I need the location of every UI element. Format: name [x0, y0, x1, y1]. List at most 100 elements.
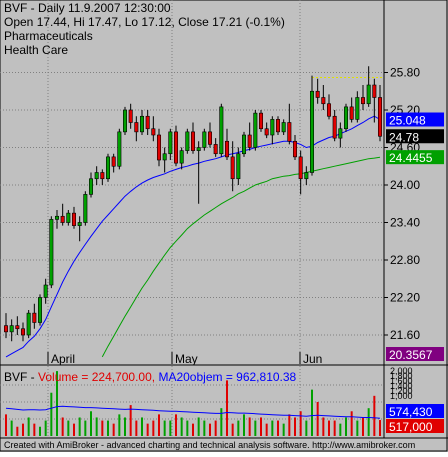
candle-body [287, 122, 292, 142]
candle-body [179, 150, 184, 164]
candle-body [355, 97, 360, 120]
volume-badge-bg [386, 404, 444, 418]
candle-body [157, 134, 162, 161]
price-tick-label: 25.80 [390, 66, 420, 80]
candle [174, 125, 179, 167]
month-label: Jun [303, 352, 322, 366]
candle [213, 138, 218, 157]
candle [270, 116, 275, 145]
price-badge-bg [386, 150, 444, 165]
candle-body [242, 134, 247, 155]
candle-body [191, 131, 196, 151]
volume-badge: 574,430 [386, 404, 444, 419]
candle-body [83, 194, 88, 223]
candle [26, 310, 31, 339]
candle [236, 147, 241, 185]
candle-body [145, 115, 150, 130]
candle-body [258, 112, 263, 130]
candle-body [213, 144, 218, 155]
header-sector: Pharmaceuticals [4, 29, 93, 43]
volume-tick-label: 1,000 [390, 391, 413, 401]
candle-body [106, 156, 111, 180]
candle [83, 191, 88, 226]
candle-body [9, 325, 14, 333]
candle-body [225, 140, 230, 158]
candle-body [128, 109, 133, 123]
candle [247, 122, 252, 151]
candle-body [343, 106, 348, 130]
price-tick-label: 23.40 [390, 216, 420, 230]
candle-body [349, 106, 354, 120]
volume-tick-label: 1,200 [390, 386, 413, 396]
candle [168, 128, 173, 160]
candle-body [315, 90, 320, 98]
price-tick-label: 22.80 [390, 253, 420, 267]
candle [140, 110, 145, 135]
candle-body [162, 153, 167, 161]
candle-body [4, 325, 9, 333]
candle-body [208, 131, 213, 145]
ma-short-line [5, 115, 381, 358]
candle [343, 103, 348, 132]
candle-body [253, 112, 258, 148]
candle-body [304, 172, 309, 180]
volume-ma-layer [5, 405, 381, 419]
candle-body [77, 222, 82, 226]
candle [349, 97, 354, 123]
volume-badge-label: 517,000 [389, 420, 433, 434]
candle-body [219, 106, 224, 155]
candle [49, 216, 54, 289]
candle [377, 85, 382, 142]
candle [258, 110, 263, 132]
candle [66, 210, 71, 226]
candle [54, 210, 59, 229]
header-industry: Health Care [4, 43, 68, 57]
candle [162, 147, 167, 173]
candle [89, 172, 94, 198]
candle-body [100, 172, 105, 180]
candle [332, 110, 337, 142]
candle-body [60, 215, 65, 223]
candle [287, 103, 292, 145]
candle [326, 94, 331, 120]
candle-body [326, 103, 331, 117]
candle [191, 122, 196, 154]
candle-body [202, 131, 207, 148]
header-ohlc: Open 17.44, Hi 17.47, Lo 17.12, Close 17… [4, 15, 285, 29]
candle-body [94, 172, 99, 180]
candle [355, 91, 360, 123]
candle [4, 313, 9, 339]
candle [230, 141, 235, 192]
candle-body [72, 212, 77, 226]
candle-body [275, 119, 280, 133]
candle-body [247, 134, 252, 148]
volume-ma-line [5, 405, 381, 419]
candle-body [123, 109, 128, 133]
candle-body [26, 312, 31, 336]
candle-body [185, 131, 190, 151]
candle-body [270, 119, 275, 136]
month-label: April [51, 352, 75, 366]
price-badge: 25.048 [386, 112, 444, 128]
candle [372, 78, 377, 123]
candle [100, 169, 105, 185]
price-badge-label: 24.4455 [389, 151, 433, 165]
candle [111, 153, 116, 173]
volume-tick-label: 1,400 [390, 381, 413, 391]
candle [117, 128, 122, 170]
candle [128, 103, 133, 129]
candle [219, 103, 224, 157]
candle-body [32, 312, 37, 323]
candle [106, 153, 111, 182]
volume-badge-label: 574,430 [389, 405, 433, 419]
candle [196, 141, 201, 204]
candle [242, 131, 247, 157]
candle-body [168, 131, 173, 155]
candle [338, 122, 343, 148]
volume-tick-label: 1,800 [390, 371, 413, 381]
price-badge: 20.3567 [386, 347, 444, 362]
candle-body [366, 84, 371, 105]
